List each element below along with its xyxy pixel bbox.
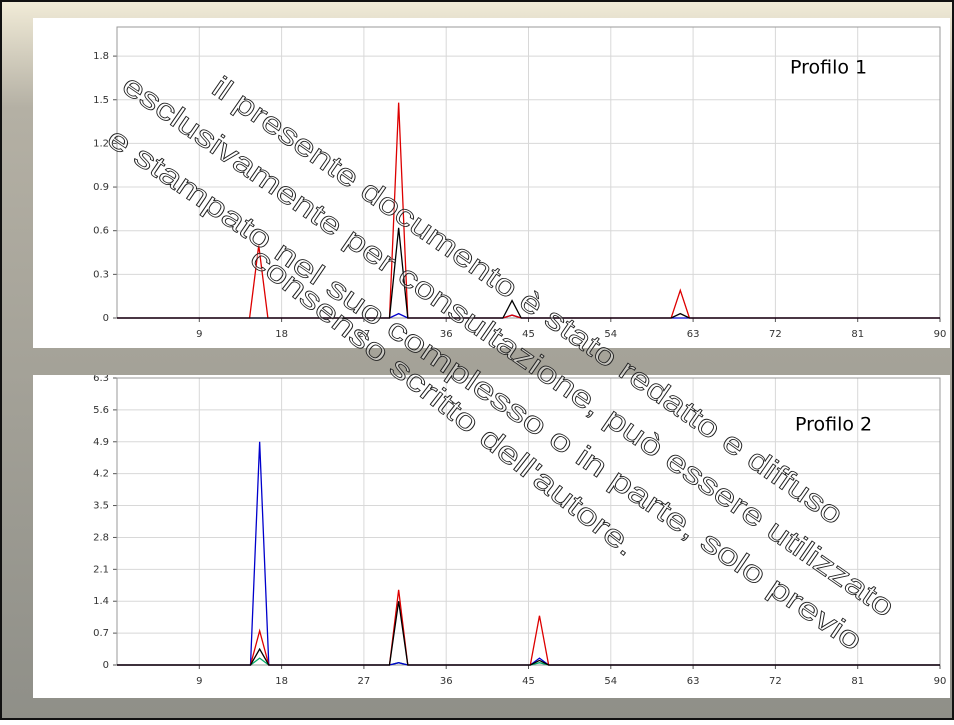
x-tick-label: 54 <box>604 329 617 340</box>
chart-title: Profilo 1 <box>790 57 867 79</box>
x-tick-label: 72 <box>769 676 782 687</box>
chart-area <box>33 375 950 698</box>
y-tick-label: 0 <box>103 660 109 671</box>
chart-title: Profilo 2 <box>795 414 872 436</box>
y-tick-label: 0.6 <box>93 226 109 237</box>
y-tick-label: 5.6 <box>93 405 109 416</box>
y-tick-label: 1.4 <box>93 596 109 607</box>
charts: 00.30.60.91.21.51.89 18 27 36 45 54 63 72 81 90Pr… <box>33 18 950 698</box>
y-tick-label: 2.1 <box>93 564 109 575</box>
x-tick-label: 63 <box>687 329 700 340</box>
y-tick-label: 1.5 <box>93 95 109 106</box>
series-line <box>117 227 940 319</box>
x-tick-label: 36 <box>440 676 453 687</box>
x-tick-label: 27 <box>358 676 371 687</box>
x-tick-label: 81 <box>851 329 864 340</box>
y-tick-label: 0 <box>103 313 109 324</box>
y-tick-label: 3.5 <box>93 501 109 512</box>
x-tick-label: 27 <box>358 329 371 340</box>
y-tick-label: 0.9 <box>93 182 109 193</box>
series-line <box>117 601 940 666</box>
x-tick-label: 45 <box>522 676 535 687</box>
y-tick-label: 1.2 <box>93 138 109 149</box>
x-tick-label: 81 <box>851 676 864 687</box>
y-tick-label: 2.8 <box>93 532 109 543</box>
y-tick-label: 6.3 <box>93 373 109 384</box>
y-tick-label: 4.2 <box>93 469 109 480</box>
x-tick-label: 18 <box>275 676 288 687</box>
x-tick-label: 36 <box>440 329 453 340</box>
x-tick-label: 90 <box>934 676 947 687</box>
chart: 0 0.7 1.4 2.1 2.8 3.5 4.2 4.9 5.6 6.3 9 18 27 36 45 54 6… <box>33 373 950 698</box>
x-tick-label: 63 <box>687 676 700 687</box>
chart: 0 0.3 0.6 0.9 1.2 1.5 1.8 9 18 27 36 45 54 63 72 81 90 Pr… <box>33 18 950 348</box>
x-tick-label: 9 <box>196 676 202 687</box>
y-tick-label: 4.9 <box>93 437 109 448</box>
x-tick-label: 9 <box>196 329 202 340</box>
y-tick-label: 0.3 <box>93 269 109 280</box>
x-tick-label: 72 <box>769 329 782 340</box>
series-line <box>117 589 940 666</box>
y-tick-label: 0.7 <box>93 628 109 639</box>
chart-area <box>33 18 950 348</box>
y-tick-label: 1.8 <box>93 51 109 62</box>
series-line <box>117 441 940 666</box>
x-tick-label: 18 <box>275 329 288 340</box>
x-tick-label: 45 <box>522 329 535 340</box>
x-tick-label: 90 <box>934 329 947 340</box>
x-tick-label: 54 <box>604 676 617 687</box>
